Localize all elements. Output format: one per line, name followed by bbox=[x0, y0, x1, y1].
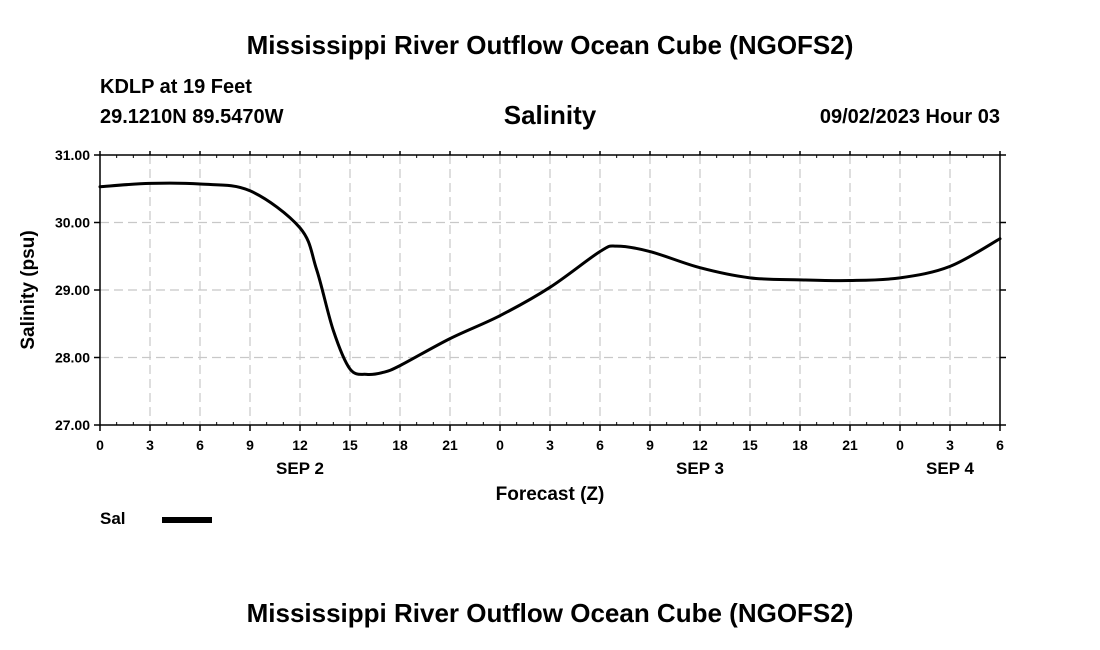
x-tick-label: 12 bbox=[692, 437, 708, 453]
x-tick-label: 6 bbox=[196, 437, 204, 453]
x-axis-title: Forecast (Z) bbox=[496, 484, 605, 505]
x-tick-label: 21 bbox=[442, 437, 458, 453]
run-time: 09/02/2023 Hour 03 bbox=[819, 106, 1000, 128]
x-tick-label: 15 bbox=[742, 437, 758, 453]
x-tick-label: 3 bbox=[946, 437, 954, 453]
x-tick-label: 15 bbox=[342, 437, 358, 453]
x-tick-label: 9 bbox=[246, 437, 254, 453]
x-tick-label: 12 bbox=[292, 437, 308, 453]
grid-lines bbox=[100, 155, 1000, 425]
x-tick-label: 0 bbox=[496, 437, 504, 453]
y-tick-label: 30.00 bbox=[55, 215, 90, 231]
x-tick-label: 0 bbox=[96, 437, 104, 453]
date-label: SEP 2 bbox=[276, 459, 324, 478]
footer-title: Mississippi River Outflow Ocean Cube (NG… bbox=[246, 598, 854, 628]
x-tick-label: 6 bbox=[996, 437, 1004, 453]
x-tick-label: 21 bbox=[842, 437, 858, 453]
y-tick-label: 27.00 bbox=[55, 417, 90, 433]
y-tick-label: 28.00 bbox=[55, 350, 90, 366]
y-tick-label: 29.00 bbox=[55, 282, 90, 298]
salinity-series-line bbox=[98, 181, 1002, 377]
y-tick-label: 31.00 bbox=[55, 147, 90, 163]
station-label: KDLP at 19 Feet bbox=[100, 76, 252, 98]
date-label: SEP 3 bbox=[676, 459, 724, 478]
legend-label: Sal bbox=[100, 509, 126, 528]
plot-frame bbox=[99, 154, 1001, 426]
y-tick-labels: 27.00 28.00 29.00 30.00 31.00 bbox=[55, 147, 90, 433]
x-tick-label: 3 bbox=[146, 437, 154, 453]
x-tick-label: 18 bbox=[392, 437, 408, 453]
x-tick-label: 6 bbox=[596, 437, 604, 453]
date-labels: SEP 2 SEP 3 SEP 4 bbox=[276, 459, 974, 478]
chart-title: Salinity bbox=[503, 100, 597, 130]
y-axis-title: Salinity (psu) bbox=[18, 230, 39, 349]
x-tick-label: 0 bbox=[896, 437, 904, 453]
x-tick-label: 9 bbox=[646, 437, 654, 453]
x-tick-label: 3 bbox=[546, 437, 554, 453]
series-layer bbox=[98, 181, 1002, 377]
legend-line-swatch bbox=[162, 517, 212, 523]
station-coordinates: 29.1210N 89.5470W bbox=[100, 106, 284, 128]
axis-ticks bbox=[94, 151, 1006, 431]
x-tick-labels: 0 3 6 9 12 15 18 21 0 3 6 9 12 15 18 21 0 3 6 bbox=[96, 437, 1004, 453]
main-title: Mississippi River Outflow Ocean Cube (NG… bbox=[246, 30, 854, 60]
x-tick-label: 18 bbox=[792, 437, 808, 453]
date-label: SEP 4 bbox=[926, 459, 974, 478]
